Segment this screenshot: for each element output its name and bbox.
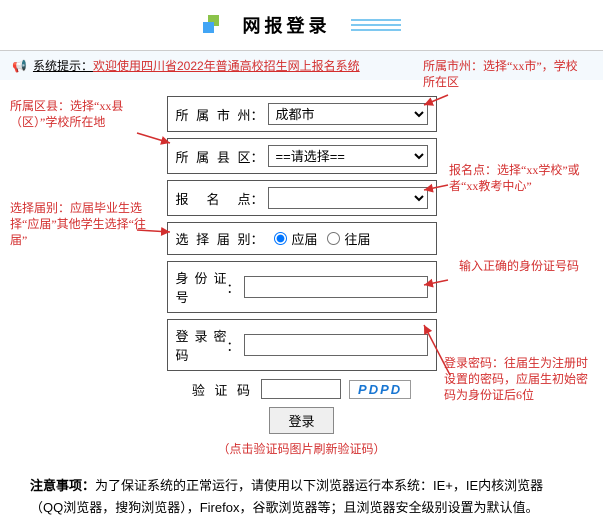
tip-message: 欢迎使用四川省2022年普通高校招生网上报名系统 xyxy=(93,57,360,74)
refresh-captcha-tip: （点击验证码图片刷新验证码） xyxy=(0,440,603,457)
radio-past-label: 往届 xyxy=(345,229,371,248)
captcha-label: 验 证 码 xyxy=(192,380,253,399)
tip-label: 系统提示： xyxy=(33,57,93,74)
annotation-category: 选择届别：应届毕业生选择“应届”其他学生选择“往届” xyxy=(10,200,150,249)
radio-current[interactable] xyxy=(274,232,287,245)
site-label: 报 名 点 xyxy=(176,189,251,208)
site-select[interactable] xyxy=(268,187,428,209)
row-category: 选择届别： 应届 往届 xyxy=(167,222,437,255)
login-button[interactable]: 登录 xyxy=(269,407,333,434)
category-radio-group: 应届 往届 xyxy=(268,229,428,248)
notice-title: 注意事项： xyxy=(30,478,95,493)
password-input[interactable] xyxy=(244,334,428,356)
county-label: 所属县区 xyxy=(176,147,251,166)
form-area: 所属市州：选择“xx市”，学校所在区 所属区县：选择“xx县（区）”学校所在地 … xyxy=(0,80,603,471)
city-label: 所属市州 xyxy=(176,105,251,124)
radio-past[interactable] xyxy=(327,232,340,245)
annotation-idcard: 输入正确的身份证号码 xyxy=(459,258,589,274)
notice-section: 注意事项：为了保证系统的正常运行，请使用以下浏览器运行本系统：IE+，IE内核浏… xyxy=(0,471,603,529)
county-select[interactable]: ==请选择== xyxy=(268,145,428,167)
decor-lines xyxy=(351,16,401,34)
radio-current-label: 应届 xyxy=(292,229,318,248)
notice-body: 为了保证系统的正常运行，请使用以下浏览器运行本系统：IE+，IE内核浏览器（QQ… xyxy=(30,478,543,515)
annotation-password: 登录密码：往届生为注册时设置的密码，应届生初始密码为身份证后6位 xyxy=(444,355,589,404)
row-site: 报 名 点： xyxy=(167,180,437,216)
row-password: 登录密码： xyxy=(167,319,437,371)
annotation-site: 报名点：选择“xx学校”或者“xx教考中心” xyxy=(449,162,589,194)
header: 网报登录 xyxy=(0,0,603,51)
password-label: 登录密码 xyxy=(176,326,227,364)
captcha-input[interactable] xyxy=(261,379,341,399)
horn-icon: 📢 xyxy=(12,59,27,73)
idcard-input[interactable] xyxy=(244,276,428,298)
annotation-city: 所属市州：选择“xx市”，学校所在区 xyxy=(423,58,583,90)
logo-icon xyxy=(203,15,223,35)
row-county: 所属县区： ==请选择== xyxy=(167,138,437,174)
annotation-county: 所属区县：选择“xx县（区）”学校所在地 xyxy=(10,98,145,130)
row-city: 所属市州： 成都市 xyxy=(167,96,437,132)
page-title: 网报登录 xyxy=(243,12,331,38)
category-label: 选择届别 xyxy=(176,229,251,248)
idcard-label: 身份证号 xyxy=(176,268,227,306)
captcha-image[interactable]: PDPD xyxy=(349,380,411,399)
row-idcard: 身份证号： xyxy=(167,261,437,313)
city-select[interactable]: 成都市 xyxy=(268,103,428,125)
